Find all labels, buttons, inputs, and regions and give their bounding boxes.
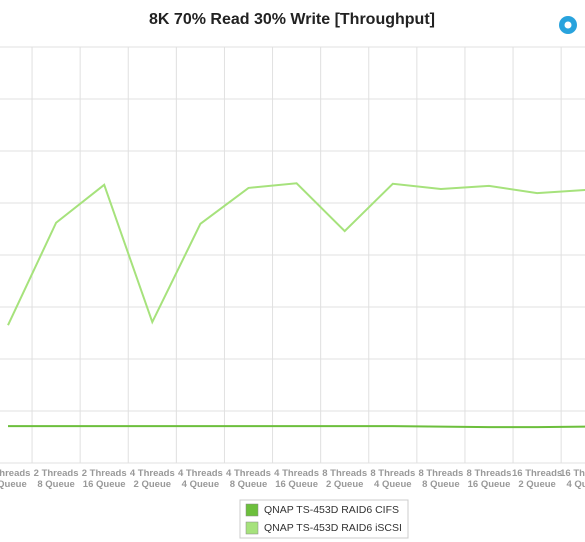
legend-swatch (245, 521, 259, 535)
x-tick-label-line: 8 Threads (418, 468, 463, 479)
legend-box (239, 499, 409, 539)
x-tick-label: 4 Threads 2 Queue (130, 468, 175, 490)
x-tick-label-line: 4 Queue (566, 479, 585, 490)
chart-title: 8K 70% Read 30% Write [Throughput] (149, 11, 435, 28)
x-tick-label: 8 Threads 16 Queue (467, 468, 512, 490)
x-tick-label-line: 4 Threads (130, 468, 175, 479)
x-tick-label-line: 4 Queue (0, 479, 27, 490)
x-tick-label-line: 8 Queue (37, 479, 75, 490)
x-tick-label-line: 2 Queue (326, 479, 364, 490)
x-tick-label: 2 Threads 8 Queue (34, 468, 79, 490)
series-line (7, 182, 585, 326)
x-tick-label-line: 8 Queue (422, 479, 460, 490)
x-tick-label-line: 8 Threads (322, 468, 367, 479)
legend-swatch (245, 503, 259, 517)
x-tick-label-line: 8 Threads (370, 468, 415, 479)
x-tick-label-line: 2 Threads (82, 468, 127, 479)
x-tick-label-line: 2 Threads (0, 468, 30, 479)
x-tick-label-line: 2 Queue (134, 479, 172, 490)
x-tick-label-line: 8 Threads (467, 468, 512, 479)
x-tick-label: 2 Threads 16 Queue (82, 468, 127, 490)
x-tick-label-line: 4 Threads (226, 468, 271, 479)
x-tick-label-line: 4 Queue (374, 479, 412, 490)
x-tick-label-line: 2 Queue (518, 479, 556, 490)
x-tick-label-line: 4 Queue (182, 479, 220, 490)
x-tick-label-line: 8 Queue (230, 479, 268, 490)
x-tick-label-line: 16 Queue (468, 479, 511, 490)
x-tick-label-line: 2 Threads (34, 468, 79, 479)
x-tick-label: 8 Threads 8 Queue (418, 468, 463, 490)
x-tick-label-line: 4 Threads (274, 468, 319, 479)
x-tick-label-line: 4 Threads (178, 468, 223, 479)
x-tick-label: 4 Threads 16 Queue (274, 468, 319, 490)
x-tick-label: 4 Threads 4 Queue (178, 468, 223, 490)
menu-icon[interactable] (559, 16, 577, 34)
x-tick-label: 8 Threads 2 Queue (322, 468, 367, 490)
x-tick-label-line: 16 Threads (512, 468, 562, 479)
series-line (8, 425, 585, 429)
x-tick-label: 16 Threads 2 Queue (512, 468, 562, 490)
legend-label: QNAP TS-453D RAID6 CIFS (264, 504, 399, 516)
x-tick-label-line: 16 Queue (275, 479, 318, 490)
x-tick-label: 8 Threads 4 Queue (370, 468, 415, 490)
legend-label: QNAP TS-453D RAID6 iSCSI (264, 522, 402, 534)
x-tick-label-line: 16 Queue (83, 479, 126, 490)
x-tick-label-line: 16 Threads (560, 468, 585, 479)
x-tick-label: 4 Threads 8 Queue (226, 468, 271, 490)
